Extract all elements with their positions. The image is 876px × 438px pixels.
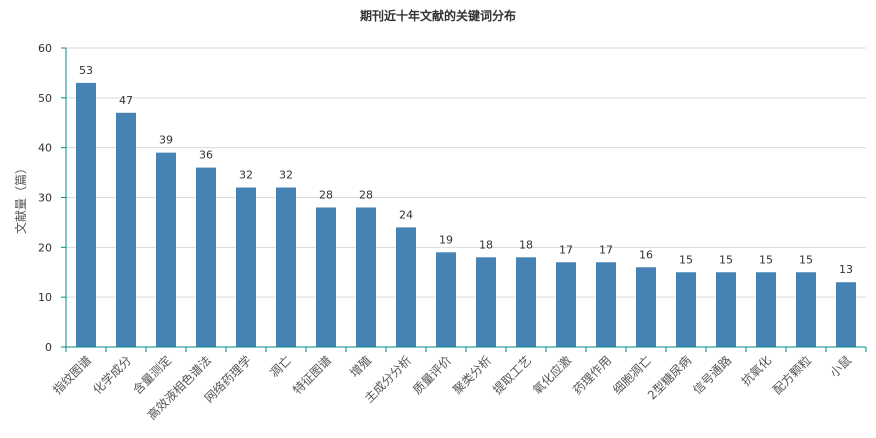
x-tick-label: 化学成分 [90, 353, 135, 398]
data-labels: 53 47 39 36 32 32 28 28 24 19 18 18 17 17 16 15 15 15 15 13 [79, 64, 853, 276]
bar[interactable] [156, 152, 176, 347]
y-axis-label: 文献量（篇） [13, 162, 28, 234]
bar-value-label: 47 [119, 94, 133, 107]
bar[interactable] [276, 187, 296, 347]
bar-value-label: 19 [439, 233, 453, 246]
bar-value-label: 32 [279, 169, 293, 182]
x-tick-label: 增殖 [347, 353, 375, 381]
bar-value-label: 53 [79, 64, 93, 77]
x-tick-label: 配方颗粒 [770, 353, 815, 398]
bar[interactable] [396, 227, 416, 347]
bar[interactable] [316, 207, 336, 347]
bars [76, 82, 856, 348]
bar[interactable] [116, 112, 136, 348]
bar-value-label: 28 [359, 188, 373, 201]
bar[interactable] [236, 187, 256, 347]
bar[interactable] [356, 207, 376, 347]
chart-title: 期刊近十年文献的关键词分布 [360, 8, 516, 23]
x-tick-label: 特征图谱 [290, 353, 335, 398]
bar-value-label: 13 [839, 263, 853, 276]
y-tick-label: 50 [38, 92, 52, 105]
y-tick-label: 30 [38, 192, 52, 205]
x-tick-label: 凋亡 [267, 353, 294, 380]
x-tick-label: 氧化应激 [530, 353, 575, 398]
bar[interactable] [796, 272, 816, 347]
x-tick-label: 提取工艺 [490, 353, 535, 398]
bar[interactable] [76, 82, 96, 347]
y-tick-label: 10 [38, 291, 52, 304]
bar-value-label: 39 [159, 134, 173, 147]
bar-value-label: 15 [799, 253, 813, 266]
bar-value-label: 17 [599, 243, 613, 256]
bar-value-label: 28 [319, 188, 333, 201]
x-tick-label: 质量评价 [410, 353, 454, 397]
y-tick-label: 60 [38, 42, 52, 55]
bar[interactable] [476, 257, 496, 347]
bar[interactable] [596, 262, 616, 347]
x-tick-label: 聚类分析 [450, 353, 494, 397]
grid-lines [66, 47, 866, 298]
x-tick-label: 小鼠 [827, 353, 854, 380]
bar[interactable] [836, 282, 856, 347]
bar-value-label: 15 [719, 253, 733, 266]
x-tick-label: 药理作用 [570, 353, 614, 397]
bar-value-label: 15 [679, 253, 693, 266]
y-tick-label: 20 [38, 241, 52, 254]
x-tick-label: 抗氧化 [738, 353, 774, 389]
bar[interactable] [556, 262, 576, 347]
bar[interactable] [716, 272, 736, 347]
bar-value-label: 17 [559, 243, 573, 256]
bar[interactable] [196, 167, 216, 347]
axes [65, 48, 866, 348]
bar-value-label: 16 [639, 248, 653, 261]
bar[interactable] [756, 272, 776, 347]
bar[interactable] [676, 272, 696, 347]
bar[interactable] [636, 267, 656, 347]
y-axis-ticks: 0 10 20 30 40 50 60 [38, 42, 66, 354]
bar-value-label: 36 [199, 149, 213, 162]
y-tick-label: 40 [38, 142, 52, 155]
bar[interactable] [436, 252, 456, 347]
bar-value-label: 18 [519, 238, 533, 251]
x-tick-label: 指纹图谱 [50, 353, 95, 398]
bar[interactable] [516, 257, 536, 347]
bar-value-label: 15 [759, 253, 773, 266]
bar-value-label: 18 [479, 238, 493, 251]
bar-value-label: 24 [399, 208, 413, 221]
y-tick-label: 0 [45, 341, 52, 354]
bar-value-label: 32 [239, 169, 253, 182]
x-tick-label: 信号通路 [690, 353, 735, 398]
x-tick-label: 2型糖尿病 [644, 353, 694, 403]
